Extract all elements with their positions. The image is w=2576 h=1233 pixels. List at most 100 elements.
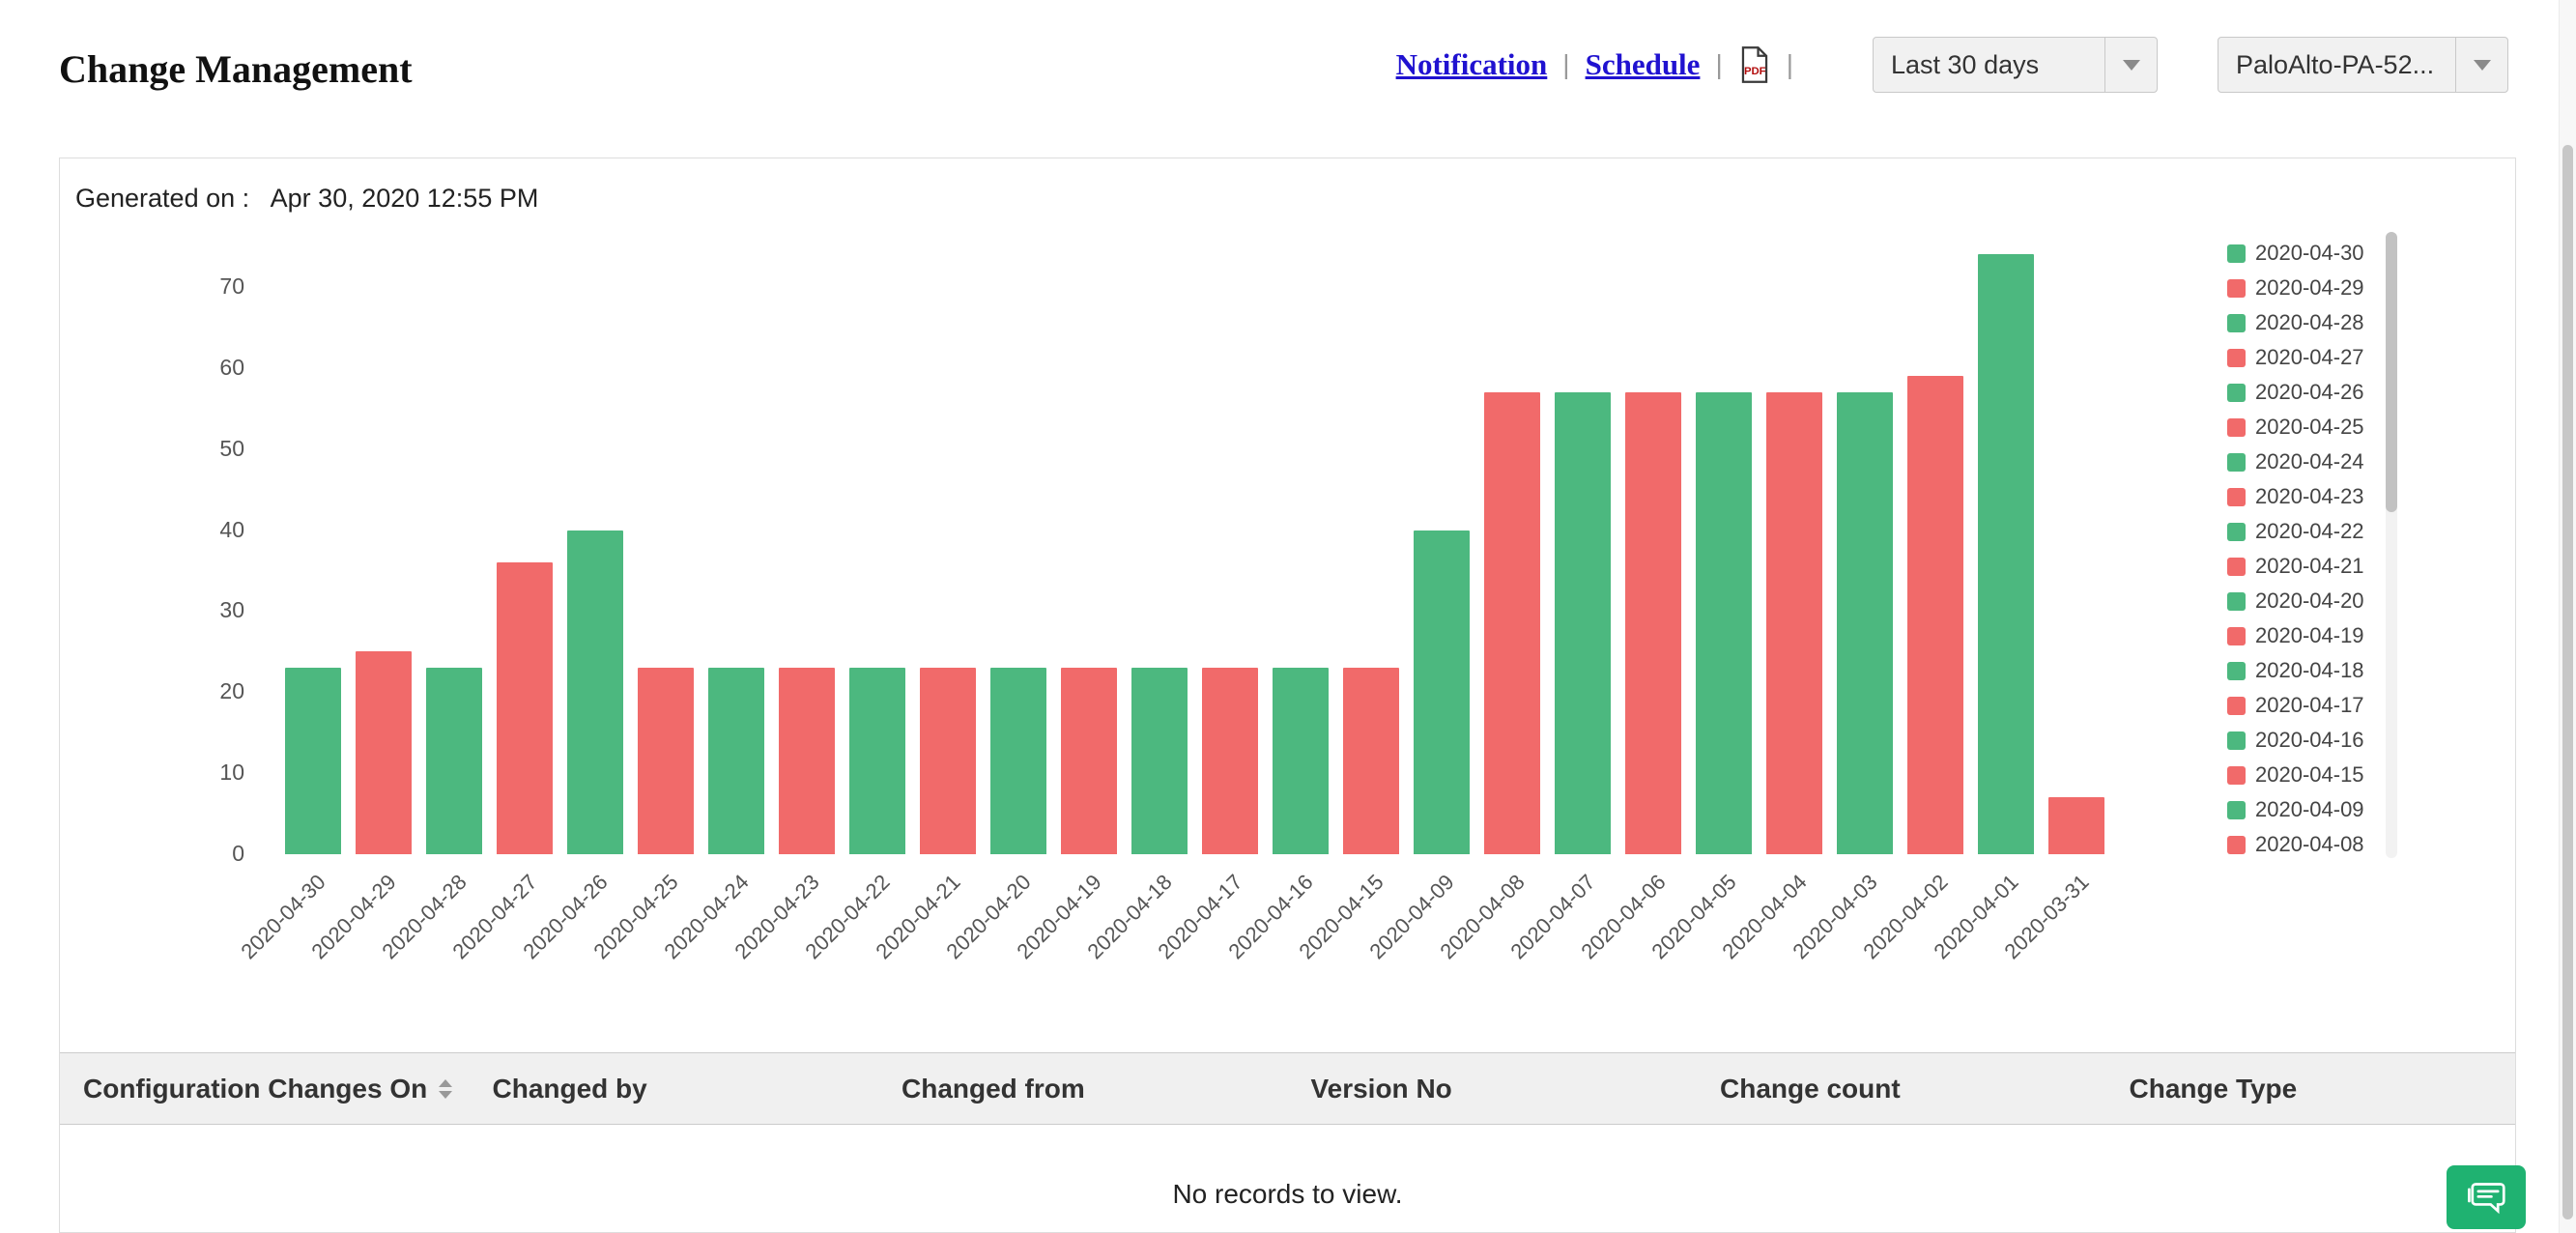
legend-item[interactable]: 2020-04-22 xyxy=(2227,514,2382,549)
x-axis-label: 2020-04-22 xyxy=(800,870,895,964)
bar[interactable] xyxy=(1273,668,1329,854)
column-header-label: Configuration Changes On xyxy=(83,1073,428,1104)
time-range-dropdown[interactable]: Last 30 days xyxy=(1873,37,2158,93)
x-axis-label: 2020-04-26 xyxy=(518,870,613,964)
change-count-chart: 0 10 20 30 40 50 60 70 2020-04-30 2020-04-29 2020-… xyxy=(60,226,2515,1052)
legend-swatch xyxy=(2227,800,2246,819)
legend-swatch xyxy=(2227,557,2246,576)
legend-item[interactable]: 2020-04-28 xyxy=(2227,305,2382,340)
legend-item[interactable]: 2020-04-24 xyxy=(2227,444,2382,479)
sort-arrows-icon[interactable] xyxy=(439,1078,453,1099)
column-header[interactable]: Changed from xyxy=(878,1074,1288,1104)
x-axis-label: 2020-04-02 xyxy=(1858,870,1953,964)
column-header[interactable]: Changed by xyxy=(470,1074,879,1104)
bar[interactable] xyxy=(1061,668,1117,854)
bar[interactable] xyxy=(849,668,905,854)
device-dropdown[interactable]: PaloAlto-PA-52... xyxy=(2218,37,2508,93)
y-axis-tick: 60 xyxy=(219,354,244,380)
legend-swatch xyxy=(2227,244,2246,263)
bar[interactable] xyxy=(1696,391,1752,854)
legend-item[interactable]: 2020-04-08 xyxy=(2227,827,2382,862)
column-header-label: Version No xyxy=(1310,1073,1452,1104)
bar[interactable] xyxy=(1555,391,1611,854)
column-header[interactable]: Configuration Changes On xyxy=(60,1074,470,1104)
x-axis-label: 2020-04-06 xyxy=(1576,870,1671,964)
legend-label: 2020-04-15 xyxy=(2255,762,2364,787)
bar[interactable] xyxy=(285,668,341,854)
x-axis-label: 2020-04-18 xyxy=(1082,870,1177,964)
column-header-label: Change Type xyxy=(2129,1073,2298,1104)
column-header[interactable]: Change count xyxy=(1697,1074,2106,1104)
pdf-export-icon[interactable]: PDF xyxy=(1738,45,1771,84)
column-header[interactable]: Change Type xyxy=(2106,1074,2516,1104)
bar[interactable] xyxy=(1625,391,1681,854)
bar[interactable] xyxy=(1837,391,1893,854)
bar[interactable] xyxy=(426,668,482,854)
legend-label: 2020-04-20 xyxy=(2255,588,2364,613)
column-header[interactable]: Version No xyxy=(1288,1074,1698,1104)
svg-text:PDF: PDF xyxy=(1744,66,1766,77)
page-scrollbar[interactable] xyxy=(2559,0,2576,1233)
column-header-label: Changed by xyxy=(492,1073,647,1104)
x-axis-label: 2020-04-30 xyxy=(236,870,330,964)
legend-item[interactable]: 2020-04-30 xyxy=(2227,236,2382,271)
device-value: PaloAlto-PA-52... xyxy=(2236,49,2435,79)
bar[interactable] xyxy=(1202,668,1258,854)
bar[interactable] xyxy=(1131,668,1188,854)
x-axis-label: 2020-04-07 xyxy=(1505,870,1600,964)
generated-on-value: Apr 30, 2020 12:55 PM xyxy=(270,184,539,213)
notification-link[interactable]: Notification xyxy=(1395,47,1548,81)
legend-item[interactable]: 2020-04-23 xyxy=(2227,479,2382,514)
legend-item[interactable]: 2020-04-15 xyxy=(2227,758,2382,792)
bar[interactable] xyxy=(2048,797,2104,854)
chevron-down-icon[interactable] xyxy=(2455,38,2507,92)
legend-swatch xyxy=(2227,383,2246,402)
legend-item[interactable]: 2020-04-25 xyxy=(2227,410,2382,444)
legend-label: 2020-04-28 xyxy=(2255,310,2364,334)
legend-item[interactable]: 2020-04-20 xyxy=(2227,584,2382,618)
legend-item[interactable]: 2020-04-29 xyxy=(2227,271,2382,305)
bar[interactable] xyxy=(567,530,623,854)
legend-item[interactable]: 2020-04-19 xyxy=(2227,618,2382,653)
bar[interactable] xyxy=(1766,391,1822,854)
x-axis-label: 2020-04-04 xyxy=(1717,870,1812,964)
legend-item[interactable]: 2020-04-09 xyxy=(2227,792,2382,827)
legend-scrollbar[interactable] xyxy=(2386,232,2397,858)
legend-scrollbar-thumb[interactable] xyxy=(2386,232,2397,512)
x-axis-label: 2020-04-19 xyxy=(1012,870,1106,964)
legend-item[interactable]: 2020-04-27 xyxy=(2227,340,2382,375)
x-axis-label: 2020-04-23 xyxy=(730,870,824,964)
legend-item[interactable]: 2020-04-17 xyxy=(2227,688,2382,723)
generated-on-row: Generated on : Apr 30, 2020 12:55 PM xyxy=(60,158,2515,226)
bar[interactable] xyxy=(356,651,412,854)
bar[interactable] xyxy=(990,668,1046,854)
bar[interactable] xyxy=(1414,530,1470,854)
chevron-down-icon[interactable] xyxy=(2104,38,2157,92)
bar[interactable] xyxy=(1343,668,1399,854)
y-axis-tick: 0 xyxy=(232,841,244,866)
bar[interactable] xyxy=(708,668,764,854)
legend-item[interactable]: 2020-04-18 xyxy=(2227,653,2382,688)
chat-feedback-button[interactable] xyxy=(2447,1165,2526,1229)
bar[interactable] xyxy=(1907,376,1963,854)
column-header-label: Changed from xyxy=(902,1073,1085,1104)
bar[interactable] xyxy=(779,668,835,854)
legend-item[interactable]: 2020-04-16 xyxy=(2227,723,2382,758)
legend-item[interactable]: 2020-04-26 xyxy=(2227,375,2382,410)
schedule-link[interactable]: Schedule xyxy=(1585,47,1701,81)
legend-label: 2020-04-24 xyxy=(2255,449,2364,473)
bar[interactable] xyxy=(1978,254,2034,854)
page-scrollbar-thumb[interactable] xyxy=(2562,145,2573,1219)
bar[interactable] xyxy=(920,668,976,854)
legend-label: 2020-04-21 xyxy=(2255,554,2364,578)
bar[interactable] xyxy=(497,562,553,854)
legend-item[interactable]: 2020-04-21 xyxy=(2227,549,2382,584)
bar[interactable] xyxy=(638,668,694,854)
report-panel: Generated on : Apr 30, 2020 12:55 PM 0 10… xyxy=(59,158,2516,1233)
legend-swatch xyxy=(2227,696,2246,715)
x-axis-label: 2020-03-31 xyxy=(1999,870,2094,964)
bar[interactable] xyxy=(1484,391,1540,854)
legend-label: 2020-04-30 xyxy=(2255,241,2364,265)
separator: | xyxy=(1562,49,1570,79)
